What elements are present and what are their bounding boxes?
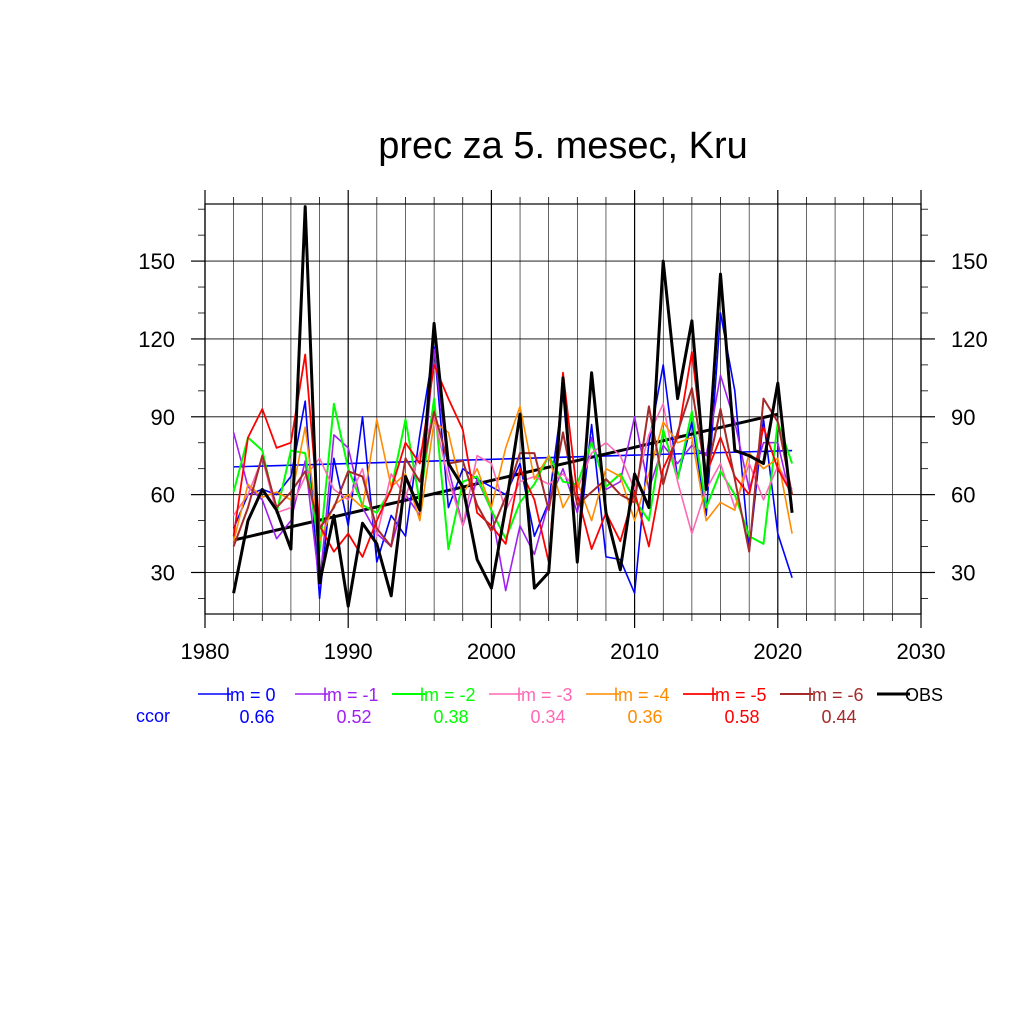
y-tick-label-right: 120 [951,327,988,352]
series-line-3 [232,402,793,538]
legend-label-4: lm = -4 [614,685,670,705]
series-line-0 [232,312,793,600]
y-tick-label-left: 120 [138,327,175,352]
y-tick-label-left: 150 [138,249,175,274]
ccor-value-3: 0.34 [530,707,565,727]
legend-label-6: lm = -6 [808,685,864,705]
x-tick-label: 2020 [753,639,802,664]
legend-label-7: OBS [905,685,943,705]
y-tick-label-left: 60 [151,483,175,508]
y-tick-label-right: 30 [951,560,975,585]
chart-title: prec za 5. mesec, Kru [378,125,748,167]
legend-label-5: lm = -5 [711,685,767,705]
tick-labels: 1980 1990 2000 2010 2020 2030 30 30 60 60 90 90 120 1… [138,249,987,664]
series-lines [232,205,794,608]
y-tick-label-left: 30 [151,560,175,585]
y-tick-label-right: 60 [951,483,975,508]
ccor-label: ccor [136,706,170,726]
x-tick-label: 1980 [181,639,230,664]
series-line-2 [232,397,794,553]
legend-label-0: lm = 0 [226,685,276,705]
ccor-value-0: 0.66 [239,707,274,727]
x-tick-label: 2000 [467,639,516,664]
legend-label-3: lm = -3 [517,685,573,705]
series-line-1 [232,348,793,592]
y-tick-label-right: 90 [951,405,975,430]
legend-label-2: lm = -2 [420,685,476,705]
x-tick-label: 1990 [324,639,373,664]
ccor-value-5: 0.58 [724,707,759,727]
y-tick-label-left: 90 [151,405,175,430]
ccor-value-1: 0.52 [336,707,371,727]
plot-frame [204,203,922,615]
series-line-6 [232,387,794,553]
series-line-7 [232,205,794,608]
legend-label-1: lm = -1 [323,685,379,705]
x-tick-label: 2030 [897,639,946,664]
axis-ticks [191,190,935,628]
ccor-value-4: 0.36 [627,707,662,727]
x-tick-label: 2010 [610,639,659,664]
ccor-value-2: 0.38 [433,707,468,727]
ccor-value-6: 0.44 [821,707,856,727]
series-line-4 [232,405,793,543]
y-tick-label-right: 150 [951,249,988,274]
